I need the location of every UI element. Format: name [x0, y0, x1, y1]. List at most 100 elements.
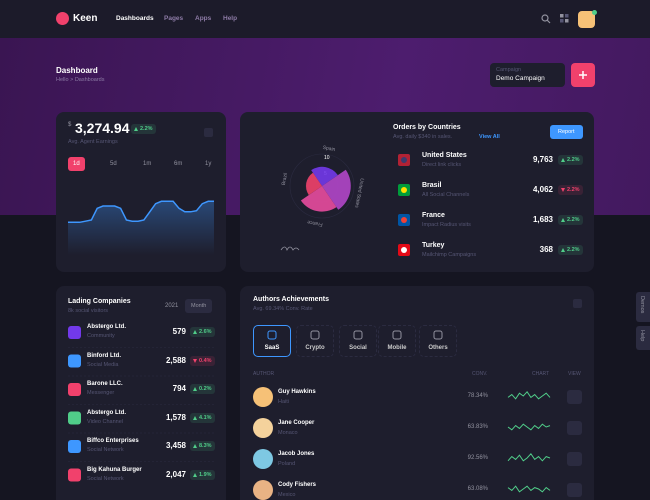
- company-channel: Community: [87, 333, 115, 339]
- campaign-select[interactable]: Campaign Demo Campaign: [490, 63, 565, 87]
- logo-text: Keen: [73, 13, 98, 24]
- author-sparkline: [507, 423, 551, 431]
- polar-wedge: [306, 172, 322, 196]
- view-all-link[interactable]: View All: [479, 134, 500, 140]
- country-orders: 9,763: [532, 155, 553, 164]
- side-tab-label: Demos: [639, 296, 645, 314]
- tab-label: Others: [428, 345, 448, 351]
- radial-tick-label: 10: [324, 155, 330, 161]
- report-button[interactable]: Report: [550, 125, 583, 139]
- month-button[interactable]: Month: [185, 299, 213, 313]
- apps-icon[interactable]: [560, 14, 569, 23]
- company-name: Big Kahuna Burger: [87, 466, 142, 473]
- period-tab[interactable]: 1m: [143, 161, 152, 167]
- select-value: Demo Campaign: [496, 75, 545, 82]
- nav-link[interactable]: Apps: [195, 15, 212, 22]
- country-name: France: [422, 212, 445, 219]
- period-tab[interactable]: 5d: [110, 161, 117, 167]
- change-badge: 2.2%: [558, 155, 583, 165]
- period-tab[interactable]: 6m: [174, 161, 183, 167]
- country-source: Mailchimp Campaigns: [422, 252, 477, 258]
- plus-icon: [579, 71, 587, 79]
- company-logo: [68, 383, 81, 396]
- nav-link[interactable]: Pages: [164, 15, 184, 22]
- tab-label: Mobile: [387, 345, 407, 351]
- period-tab[interactable]: 1y: [205, 161, 212, 167]
- author-country: Haiti: [278, 399, 290, 405]
- category-tab[interactable]: [419, 325, 457, 357]
- company-name: Binford Ltd.: [87, 352, 121, 359]
- author-conv: 63.83%: [467, 424, 488, 430]
- company-logo: [68, 326, 81, 339]
- user-avatar[interactable]: [578, 11, 595, 28]
- view-button[interactable]: [567, 483, 582, 497]
- author-conv: 63.08%: [467, 486, 488, 492]
- tab-icon: [392, 330, 402, 340]
- company-value: 2,588: [165, 355, 186, 365]
- add-button[interactable]: [571, 63, 595, 87]
- company-channel: Social Network: [87, 475, 124, 482]
- view-button[interactable]: [567, 452, 582, 466]
- change-badge: 8.3%: [190, 441, 215, 451]
- company-value: 1,578: [165, 412, 186, 422]
- nav-link[interactable]: Dashboards: [116, 15, 154, 22]
- country-flag-detail: [401, 187, 407, 193]
- country-source: Direct link clicks: [422, 162, 462, 168]
- nav-link[interactable]: Help: [223, 15, 238, 22]
- category-tab[interactable]: [296, 325, 334, 357]
- side-tab-label: Help: [639, 330, 645, 342]
- brand-mark: [280, 246, 300, 252]
- company-channel: Video Channel: [87, 418, 123, 425]
- country-name: Turkey: [422, 242, 445, 249]
- company-value: 794: [172, 384, 186, 393]
- polar-wedge: [300, 186, 337, 212]
- earnings-area: [68, 201, 214, 255]
- change-badge: 2.2%: [558, 215, 583, 225]
- author-country: Monaco: [278, 430, 298, 436]
- online-dot: [592, 10, 597, 15]
- company-channel: Messenger: [87, 390, 115, 396]
- change-badge: 2.6%: [190, 327, 215, 337]
- card-menu[interactable]: [573, 299, 582, 308]
- company-channel: Social Media: [87, 361, 119, 368]
- tab-label: SaaS: [264, 345, 280, 351]
- category-tab[interactable]: [339, 325, 377, 357]
- change-badge: 0.2%: [190, 384, 215, 394]
- side-tab[interactable]: Help: [636, 326, 650, 350]
- search-icon[interactable]: [541, 14, 551, 24]
- category-tab[interactable]: [378, 325, 416, 357]
- category-tab[interactable]: [253, 325, 291, 357]
- country-orders: 4,062: [532, 185, 553, 194]
- change-badge: 4.1%: [190, 412, 215, 423]
- breadcrumb-item[interactable]: Hello: [56, 77, 69, 83]
- tab-label: Social: [349, 345, 367, 351]
- breadcrumb-item[interactable]: Dashboards: [74, 77, 105, 83]
- orders-subtitle: Avg. daily $340 in sales.: [393, 134, 453, 140]
- company-channel: Social Network: [87, 447, 124, 453]
- column-header: VIEW: [568, 371, 581, 377]
- breadcrumb: Hello > Dashboards: [56, 77, 105, 83]
- country-flag-detail: [401, 247, 407, 253]
- side-tab[interactable]: Demos: [636, 292, 650, 322]
- country-name: United States: [422, 152, 467, 159]
- year-label: 2021: [165, 303, 179, 309]
- logo-icon: [56, 12, 69, 25]
- author-avatar: [253, 449, 273, 469]
- country-flag-detail: [401, 217, 407, 223]
- author-avatar: [253, 480, 273, 500]
- author-name: Jane Cooper: [278, 420, 315, 426]
- view-button[interactable]: [567, 390, 582, 404]
- change-badge: 2.2%: [558, 185, 583, 195]
- author-sparkline: [507, 390, 551, 400]
- card-menu[interactable]: [204, 128, 213, 137]
- company-value: 3,458: [165, 441, 186, 450]
- period-tab[interactable]: 1d: [68, 157, 85, 171]
- polar-wedge: [311, 166, 338, 186]
- change-badge: 0.4%: [190, 355, 215, 366]
- earnings-line: [68, 200, 214, 224]
- column-header: CHART: [532, 371, 550, 377]
- view-button[interactable]: [567, 421, 582, 435]
- companies-title: Lading Companies: [68, 298, 131, 305]
- author-avatar: [253, 418, 273, 438]
